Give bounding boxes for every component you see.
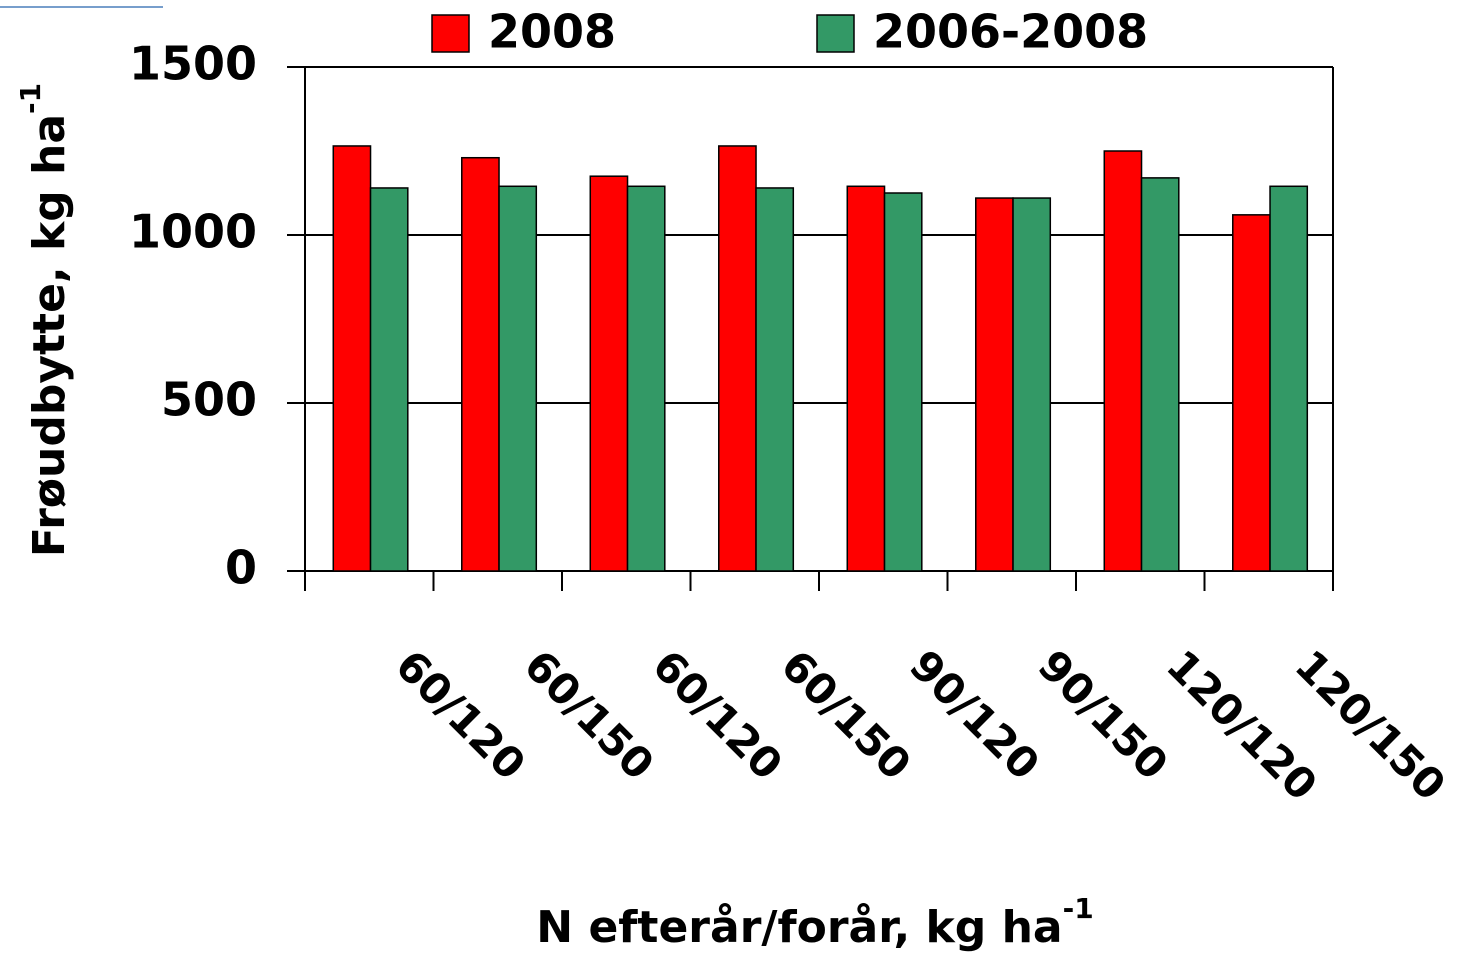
bar — [369, 187, 409, 572]
x-axis-title-sup: -1 — [1063, 892, 1094, 925]
x-axis-title: N efterår/forår, kg ha-1 — [536, 892, 1093, 953]
bar — [755, 187, 795, 572]
bar — [332, 145, 372, 572]
x-tick-label: 90/120 — [900, 641, 1049, 790]
bar — [1232, 214, 1271, 572]
x-tick-label: 90/150 — [1029, 641, 1178, 790]
bar — [846, 185, 886, 572]
y-axis-title-sup: -1 — [14, 83, 47, 114]
y-tick-label: 1500 — [129, 37, 257, 91]
legend-swatch — [431, 14, 470, 53]
bar — [589, 175, 629, 572]
bar — [975, 197, 1014, 572]
x-axis-title-text: N efterår/forår, kg ha — [536, 902, 1062, 953]
bar — [498, 185, 538, 572]
bar — [626, 185, 666, 572]
legend-swatch — [816, 14, 855, 53]
y-axis-title: Frøudbytte, kg ha-1 — [14, 83, 75, 557]
x-tick-label: 60/120 — [643, 641, 792, 790]
y-axis-title-text: Frøudbytte, kg ha — [24, 114, 75, 557]
legend-label: 2006-2008 — [873, 5, 1148, 59]
y-tick-label: 1000 — [129, 205, 257, 259]
x-tick-label: 60/150 — [515, 641, 664, 790]
bar — [461, 156, 500, 572]
bar — [718, 145, 757, 572]
y-tick-label: 500 — [161, 373, 257, 427]
y-tick-label: 0 — [225, 541, 257, 595]
x-tick-label: 60/120 — [386, 641, 535, 790]
legend-label: 2008 — [488, 5, 616, 59]
bar — [883, 192, 923, 572]
bar — [1140, 177, 1180, 572]
bar — [1012, 197, 1052, 572]
bar — [1103, 150, 1143, 572]
x-tick-label: 60/150 — [772, 641, 921, 790]
bar — [1269, 185, 1309, 572]
